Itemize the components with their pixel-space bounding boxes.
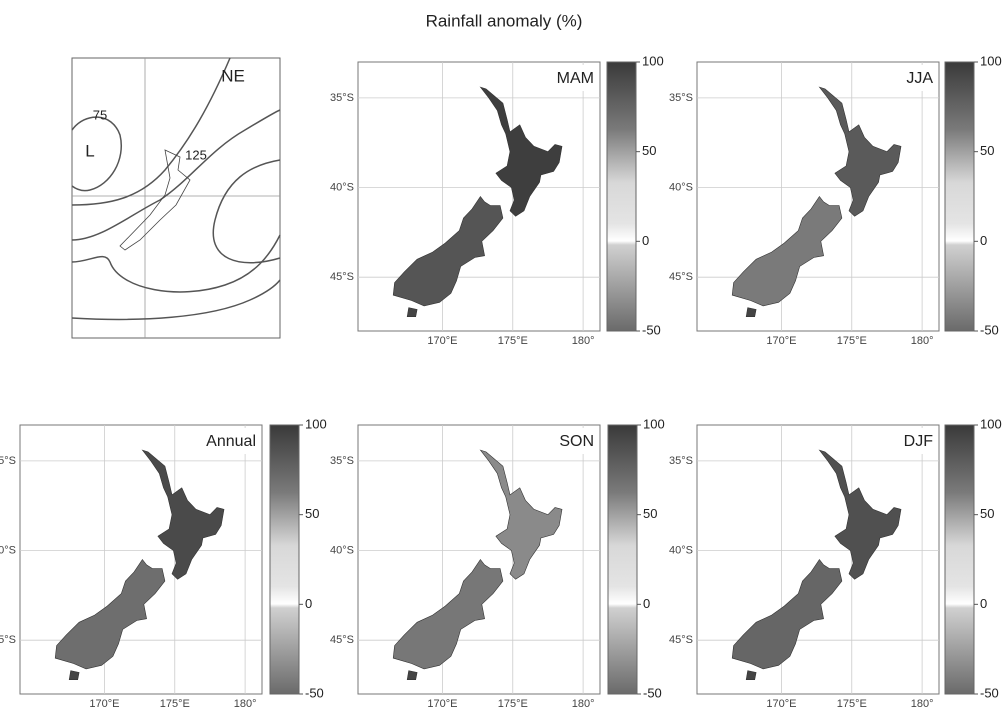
lon-tick-label: 170°E (427, 335, 457, 347)
lon-tick-label: 175°E (160, 698, 190, 710)
lat-tick-label: 45°S (330, 634, 354, 646)
lat-tick-label: 45°S (330, 271, 354, 283)
colorbar-tick-label: 50 (980, 506, 994, 521)
figure-title: Rainfall anomaly (%) (426, 11, 583, 30)
colorbar (945, 62, 974, 331)
panel-label: JJA (906, 70, 933, 87)
lat-tick-label: 35°S (0, 455, 16, 467)
stewart-island (407, 671, 417, 680)
colorbar-tick-label: 0 (305, 596, 312, 611)
colorbar (270, 425, 299, 694)
colorbar-tick-label: -50 (980, 322, 999, 337)
panel-label: DJF (904, 433, 934, 450)
map-panel: 35°S 40°S 45°S 170°E 175°E 180° MAM 100 50 0 -50 (330, 53, 664, 346)
contour-label: 75 (93, 107, 107, 122)
colorbar-tick-label: 0 (642, 233, 649, 248)
colorbar-tick-label: 100 (642, 53, 664, 68)
lat-tick-label: 40°S (669, 544, 693, 556)
map-panel: 35°S 40°S 45°S 170°E 175°E 180° JJA 100 50 0 -50 (669, 53, 1002, 346)
lon-tick-label: 175°E (498, 698, 528, 710)
colorbar (608, 425, 637, 694)
colorbar-tick-label: 0 (643, 596, 650, 611)
colorbar-tick-label: 100 (643, 416, 665, 431)
lon-tick-label: 175°E (837, 698, 867, 710)
lat-tick-label: 35°S (669, 92, 693, 104)
lat-tick-label: 45°S (669, 271, 693, 283)
colorbar-tick-label: -50 (643, 685, 662, 700)
lon-tick-label: 180° (572, 698, 595, 710)
colorbar-tick-label: 100 (305, 416, 327, 431)
lon-tick-label: 170°E (89, 698, 119, 710)
panel-label: SON (559, 433, 594, 450)
colorbar-tick-label: 50 (305, 506, 319, 521)
lat-tick-label: 40°S (669, 181, 693, 193)
colorbar-tick-label: 100 (980, 53, 1002, 68)
schematic-frame (72, 58, 280, 338)
lon-tick-label: 175°E (498, 335, 528, 347)
colorbar-tick-label: 50 (980, 143, 994, 158)
lon-tick-label: 175°E (837, 335, 867, 347)
colorbar (945, 425, 974, 694)
lon-tick-label: 170°E (766, 698, 796, 710)
lon-tick-label: 180° (572, 335, 595, 347)
lat-tick-label: 40°S (330, 544, 354, 556)
colorbar-tick-label: 0 (980, 596, 987, 611)
lon-tick-label: 180° (234, 698, 257, 710)
lat-tick-label: 45°S (0, 634, 16, 646)
colorbar-tick-label: -50 (642, 322, 661, 337)
lon-tick-label: 170°E (766, 335, 796, 347)
figure: Rainfall anomaly (%) NE 75 125 L 35°S 40°… (0, 0, 1008, 714)
schematic-panel: NE 75 125 L (72, 58, 280, 338)
stewart-island (746, 308, 756, 317)
colorbar-tick-label: 50 (643, 506, 657, 521)
map-panel: 35°S 40°S 45°S 170°E 175°E 180° SON 100 50 0 -50 (330, 416, 665, 709)
map-panel: 35°S 40°S 45°S 170°E 175°E 180° Annual 100 50 0 -5… (0, 416, 327, 709)
lat-tick-label: 35°S (669, 455, 693, 467)
colorbar-tick-label: 0 (980, 233, 987, 248)
lat-tick-label: 40°S (330, 181, 354, 193)
colorbar-tick-label: 50 (642, 143, 656, 158)
lon-tick-label: 180° (911, 335, 934, 347)
low-label: L (85, 141, 94, 160)
stewart-island (407, 308, 417, 317)
lon-tick-label: 170°E (427, 698, 457, 710)
colorbar-tick-label: -50 (305, 685, 324, 700)
lat-tick-label: 35°S (330, 455, 354, 467)
schematic-label: NE (221, 66, 245, 85)
lon-tick-label: 180° (911, 698, 934, 710)
stewart-island (746, 671, 756, 680)
lat-tick-label: 45°S (669, 634, 693, 646)
stewart-island (69, 671, 79, 680)
panel-label: MAM (557, 70, 594, 87)
map-panel: 35°S 40°S 45°S 170°E 175°E 180° DJF 100 50 0 -50 (669, 416, 1002, 709)
contour-label: 125 (185, 147, 207, 162)
lat-tick-label: 40°S (0, 544, 16, 556)
colorbar-tick-label: 100 (980, 416, 1002, 431)
lat-tick-label: 35°S (330, 92, 354, 104)
colorbar-tick-label: -50 (980, 685, 999, 700)
colorbar (607, 62, 636, 331)
panel-label: Annual (206, 433, 256, 450)
